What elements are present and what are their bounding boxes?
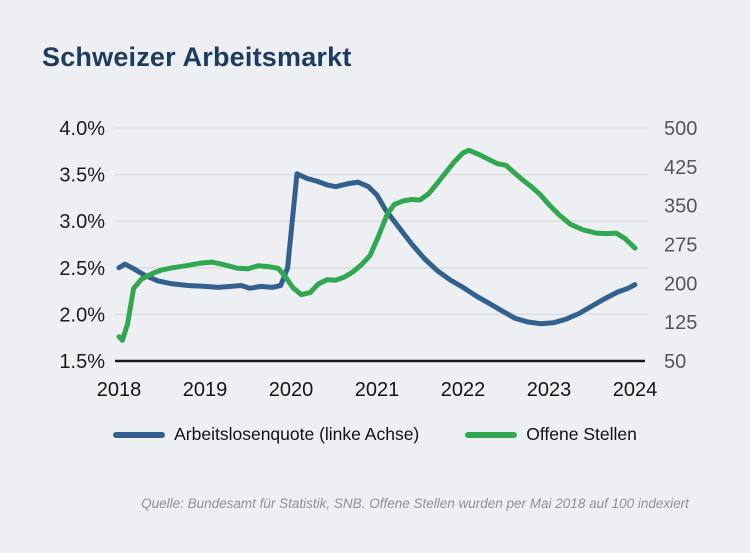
- y-tick-label-right: 500: [664, 118, 697, 140]
- y-tick-label-left: 3.0%: [59, 211, 105, 233]
- unemployment-line: [116, 171, 638, 327]
- y-tick-label-left: 3.5%: [59, 165, 105, 187]
- legend-item-unemployment: Arbeitslosenquote (linke Achse): [113, 424, 419, 445]
- legend: Arbeitslosenquote (linke Achse) Offene S…: [0, 424, 750, 445]
- y-tick-label-right: 350: [664, 196, 697, 218]
- open-positions-line: [116, 147, 638, 343]
- y-tick-label-left: 1.5%: [59, 351, 105, 373]
- x-tick-label: 2018: [97, 379, 142, 401]
- legend-label-open-positions: Offene Stellen: [526, 424, 637, 444]
- x-tick-label: 2021: [355, 379, 400, 401]
- x-tick-label: 2022: [441, 379, 486, 401]
- x-tick-label: 2019: [183, 379, 228, 401]
- legend-item-open-positions: Offene Stellen: [465, 424, 637, 445]
- source-note: Quelle: Bundesamt für Statistik, SNB. Of…: [141, 496, 689, 511]
- y-tick-label-right: 425: [664, 157, 697, 179]
- x-tick-label: 2024: [613, 379, 658, 401]
- x-tick-label: 2020: [269, 379, 314, 401]
- y-tick-label-right: 200: [664, 273, 697, 295]
- y-tick-label-left: 4.0%: [59, 118, 105, 140]
- y-tick-label-right: 50: [664, 351, 686, 373]
- y-tick-label-left: 2.0%: [59, 304, 105, 326]
- legend-label-unemployment: Arbeitslosenquote (linke Achse): [174, 424, 420, 444]
- unemployment-line-swatch: [113, 431, 166, 438]
- x-tick-label: 2023: [527, 379, 572, 401]
- y-tick-label-right: 125: [664, 312, 697, 334]
- chart-title: Schweizer Arbeitsmarkt: [42, 42, 352, 72]
- line-chart: 4.0% 3.5% 3.0% 2.5% 2.0% 1.5% 500 425 350 275 200 1…: [59, 118, 697, 401]
- open-positions-line-swatch: [465, 431, 518, 438]
- y-tick-label-right: 275: [664, 235, 697, 257]
- y-tick-label-left: 2.5%: [59, 258, 105, 280]
